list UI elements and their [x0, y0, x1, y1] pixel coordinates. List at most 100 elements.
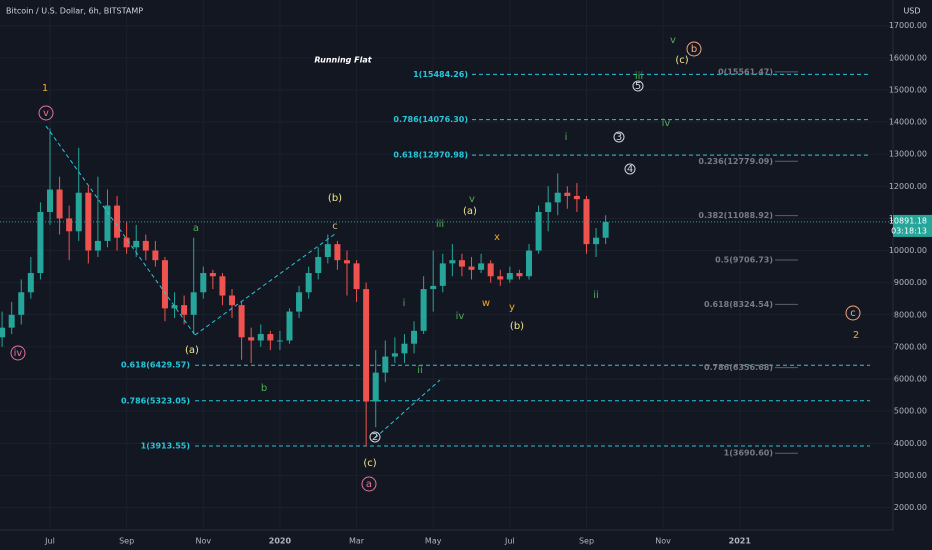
candle-body [94, 240, 101, 251]
x-tick-label: Mar [349, 537, 365, 546]
wave-labels: 1 v iv a (a) b (b) c (c) a iii v (a) iv … [10, 35, 861, 492]
wave-label: v [469, 194, 475, 205]
wave-circle [632, 80, 644, 92]
wave-label: c [850, 308, 856, 319]
y-tick-label: 14000.00 [889, 118, 927, 127]
y-tick-label: 12000.00 [889, 182, 927, 191]
candle-body [0, 327, 6, 338]
wave-label: w [482, 298, 490, 309]
wave-label: 3 [616, 132, 622, 143]
wave-label: x [494, 232, 500, 243]
candle-body [516, 273, 523, 277]
candle-body [27, 273, 34, 293]
candle-body [142, 240, 149, 251]
candle-body [343, 260, 350, 264]
chart-title: Bitcoin / U.S. Dollar, 6h, BITSTAMP [6, 7, 143, 16]
candle-body [497, 276, 504, 280]
fib-levels: 1(15484.26) 0.786(14076.30) 0.618(12970.98… [121, 67, 870, 458]
candle-body [248, 337, 255, 341]
candle-body [334, 244, 341, 261]
candle-body [506, 273, 513, 280]
candle-body [545, 202, 552, 212]
x-tick-label: Jul [44, 537, 55, 546]
candle-body [315, 256, 322, 274]
y-tick-label: 10000.00 [889, 246, 927, 255]
candle-body [276, 340, 283, 342]
candle-body [411, 330, 418, 344]
x-tick-label: Sep [579, 537, 594, 546]
fib-label: 1(15484.26) [413, 70, 468, 79]
wave-lines [45, 125, 441, 439]
wave-label: v [43, 108, 49, 119]
fib-label: 0.786(6356.68) [704, 363, 773, 372]
candle-body [267, 334, 274, 341]
candle-body [181, 305, 188, 315]
candle-body [190, 292, 197, 315]
y-tick-label: 16000.00 [889, 53, 927, 62]
y-tick-label: 17000.00 [889, 21, 927, 30]
fib-label: 1(3913.55) [141, 442, 190, 451]
grid [0, 0, 893, 530]
fib-label: 0.5(9706.73) [715, 255, 773, 264]
candle-body [593, 237, 600, 245]
candle-body [75, 192, 82, 232]
x-tick-label: 2020 [269, 537, 292, 546]
candle-body [526, 250, 532, 277]
candle-body [47, 189, 53, 212]
wave-label: iii [635, 71, 643, 82]
wave-label: v [670, 35, 676, 46]
wave-label: (b) [328, 193, 342, 204]
fib-label: 0.618(12970.98) [393, 151, 468, 160]
wave-label: (c) [675, 55, 688, 66]
y-tick-label: 6000.00 [894, 375, 927, 384]
candle-body [37, 212, 44, 274]
wave-label: ii [417, 365, 423, 376]
candle-body [85, 192, 92, 251]
x-tick-label: Jul [504, 537, 515, 546]
candle-body [171, 305, 178, 309]
wave-label: b [691, 44, 697, 55]
fib-label: 0.786(14076.30) [393, 115, 468, 124]
wave-label: iii [436, 219, 444, 230]
candle-body [372, 372, 379, 402]
candle-body [229, 295, 236, 306]
y-tick-label: 15000.00 [889, 85, 927, 94]
wave-label: iv [14, 348, 23, 359]
countdown-label: 03:18:13 [891, 226, 927, 235]
wave-label: a [193, 223, 199, 234]
price-tag [893, 214, 932, 237]
wave-label: iv [662, 118, 671, 129]
fib-label: 0.618(6429.57) [121, 361, 190, 370]
candle-body [430, 285, 437, 290]
wave-label: a [366, 479, 372, 490]
fib-label: 0.382(11088.92) [698, 211, 773, 220]
wave-line [374, 379, 441, 439]
wave-label: 2 [853, 330, 859, 341]
wave-label: ii [593, 290, 599, 301]
candle-body [564, 192, 571, 196]
candle-body [382, 356, 389, 373]
x-tick-label: Sep [119, 537, 134, 546]
candle-body [401, 343, 408, 354]
candle-body [66, 218, 73, 232]
wave-label: b [261, 383, 267, 394]
y-tick-label: 7000.00 [894, 342, 927, 351]
candle-body [257, 334, 264, 341]
candle-body [449, 260, 456, 264]
candle-body [535, 212, 542, 251]
candle-body [56, 189, 63, 219]
wave-circle [624, 163, 636, 175]
candle-body [363, 289, 370, 402]
candle-body [305, 273, 312, 293]
wave-line [194, 233, 336, 336]
candle-body [219, 276, 226, 296]
candle-body [18, 292, 25, 315]
wave-label: 1 [42, 83, 48, 94]
candle-body [478, 263, 485, 270]
candle-body [420, 289, 427, 331]
y-tick-label: 13000.00 [889, 150, 927, 159]
candle-body [152, 250, 159, 261]
axes: 2000.00 3000.00 4000.00 5000.00 6000.00 7000.… [0, 21, 932, 546]
wave-line [45, 125, 196, 336]
